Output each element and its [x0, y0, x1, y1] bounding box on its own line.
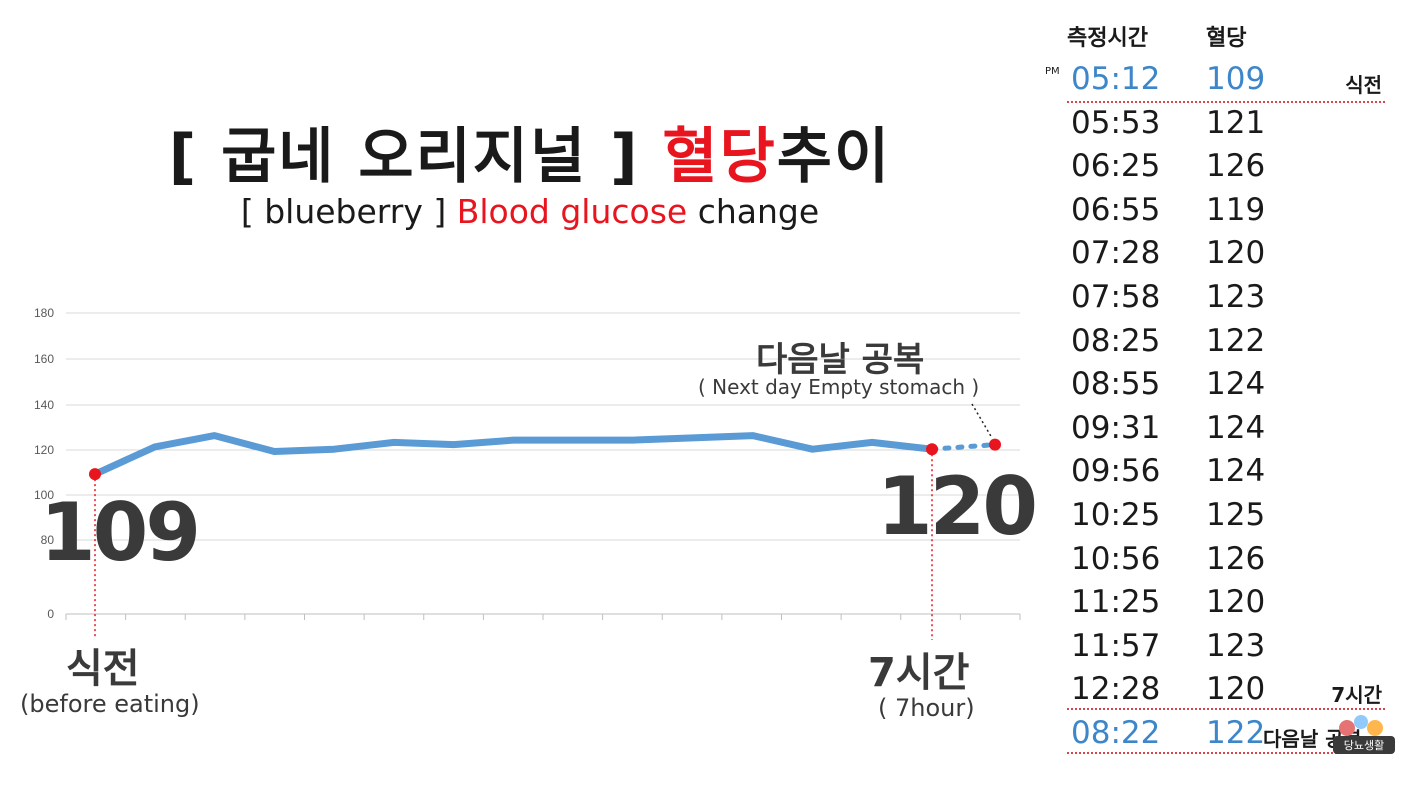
subtitle-suffix: change: [687, 192, 820, 231]
row-value: 109: [1206, 61, 1266, 97]
row-time: 08:22: [1071, 715, 1161, 751]
badge-logo-icon: 당뇨생활: [1329, 712, 1399, 756]
row-value: 121: [1206, 104, 1266, 141]
table-row: 08:55 124: [1045, 362, 1402, 406]
row-time: 10:56: [1071, 540, 1161, 577]
row-value: 124: [1206, 453, 1266, 490]
y-tick-label: 160: [34, 352, 54, 366]
row-value: 126: [1206, 148, 1266, 185]
title-prefix: [ 굽네 오리지널 ]: [168, 122, 663, 192]
next-day-callout: [971, 403, 993, 439]
row-value: 123: [1206, 279, 1266, 315]
pm-label: PM: [1045, 66, 1060, 77]
next-day-sublabel: ( Next day Empty stomach ): [698, 375, 980, 399]
y-tick-label: 100: [34, 488, 54, 502]
row-note: 식전: [1345, 73, 1382, 97]
page-title: [ 굽네 오리지널 ] 혈당추이: [0, 108, 1060, 195]
row-time: 06:25: [1071, 148, 1161, 185]
row-value: 120: [1206, 235, 1266, 272]
row-value: 122: [1206, 322, 1266, 359]
row-value: 123: [1206, 627, 1266, 664]
row-time: 12:28: [1071, 671, 1161, 708]
row-time: 07:28: [1071, 235, 1161, 272]
row-time: 08:55: [1071, 366, 1161, 403]
y-tick-label: 80: [41, 533, 55, 547]
row-value: 122: [1206, 715, 1266, 751]
table-row: 09:31 124: [1045, 406, 1402, 450]
table-row: 06:55 119: [1045, 188, 1402, 232]
table-row: 10:25 125: [1045, 493, 1402, 537]
subtitle-highlight: Blood glucose: [456, 192, 688, 231]
before-eating-sublabel: (before eating): [20, 690, 200, 718]
table-row: 10:56 126: [1045, 537, 1402, 581]
title-highlight: 혈당: [662, 122, 777, 192]
end-value-label: 120: [877, 460, 1038, 553]
table-row: 07:28 120: [1045, 231, 1402, 275]
row-value: 124: [1206, 366, 1266, 403]
row-time: 07:58: [1071, 279, 1161, 315]
table-row: 11:57 123: [1045, 624, 1402, 668]
row-time: 09:31: [1071, 409, 1161, 446]
table-row: 09:56 124: [1045, 449, 1402, 493]
table-header-value: 혈당: [1206, 26, 1247, 51]
row-time: 11:57: [1071, 627, 1161, 664]
row-divider: [1067, 101, 1385, 103]
table-header-time: 측정시간: [1067, 26, 1148, 51]
row-time: 05:12: [1071, 61, 1161, 97]
table-row: 12:28 120 7시간: [1045, 667, 1402, 711]
y-tick-label: 180: [34, 306, 54, 320]
table-row: 05:12 109 식전: [1045, 57, 1402, 101]
glucose-table: 측정시간 혈당 PM 05:12 109 식전 05:53 121 06:25 126 06:…: [1045, 0, 1402, 793]
seven-hour-label: 7시간: [868, 650, 970, 696]
end-marker: [926, 443, 938, 456]
row-value: 119: [1206, 191, 1266, 228]
row-divider: [1067, 708, 1385, 710]
start-marker: [89, 468, 101, 481]
y-tick-label: 120: [34, 443, 54, 457]
series-line: [91, 432, 936, 478]
subtitle-prefix: [ blueberry ]: [240, 192, 457, 231]
table-row: 05:53 121: [1045, 101, 1402, 145]
row-value: 126: [1206, 540, 1266, 577]
table-row: 06:25 126: [1045, 144, 1402, 188]
row-time: 08:25: [1071, 322, 1161, 359]
y-tick-label: 140: [34, 398, 54, 412]
row-value: 124: [1206, 409, 1266, 446]
logo-text: 당뇨생활: [1344, 738, 1384, 752]
seven-hour-sublabel: ( 7hour): [878, 694, 975, 722]
row-value: 120: [1206, 584, 1266, 621]
row-divider: [1067, 752, 1385, 754]
row-time: 06:55: [1071, 191, 1161, 228]
start-value-label: 109: [40, 486, 201, 579]
row-note: 7시간: [1331, 683, 1382, 708]
row-value: 120: [1206, 671, 1266, 708]
title-suffix: 추이: [776, 122, 892, 192]
table-row: 11:25 120: [1045, 580, 1402, 624]
y-tick-label: 0: [47, 607, 54, 621]
before-eating-label: 식전: [66, 646, 140, 692]
table-row: 08:25 122: [1045, 319, 1402, 363]
row-time: 10:25: [1071, 497, 1161, 533]
row-time: 11:25: [1071, 584, 1161, 621]
row-time: 09:56: [1071, 453, 1161, 490]
table-row: 07:58 123: [1045, 275, 1402, 319]
line-chart: 0 80 100 120 140 160 180: [34, 306, 1021, 640]
next-day-label: 다음날 공복: [756, 340, 925, 380]
row-time: 05:53: [1071, 104, 1161, 141]
next-day-line: [929, 442, 998, 452]
page-subtitle: [ blueberry ] Blood glucose change: [0, 192, 1060, 231]
row-value: 125: [1206, 497, 1266, 533]
next-day-marker: [989, 438, 1001, 451]
